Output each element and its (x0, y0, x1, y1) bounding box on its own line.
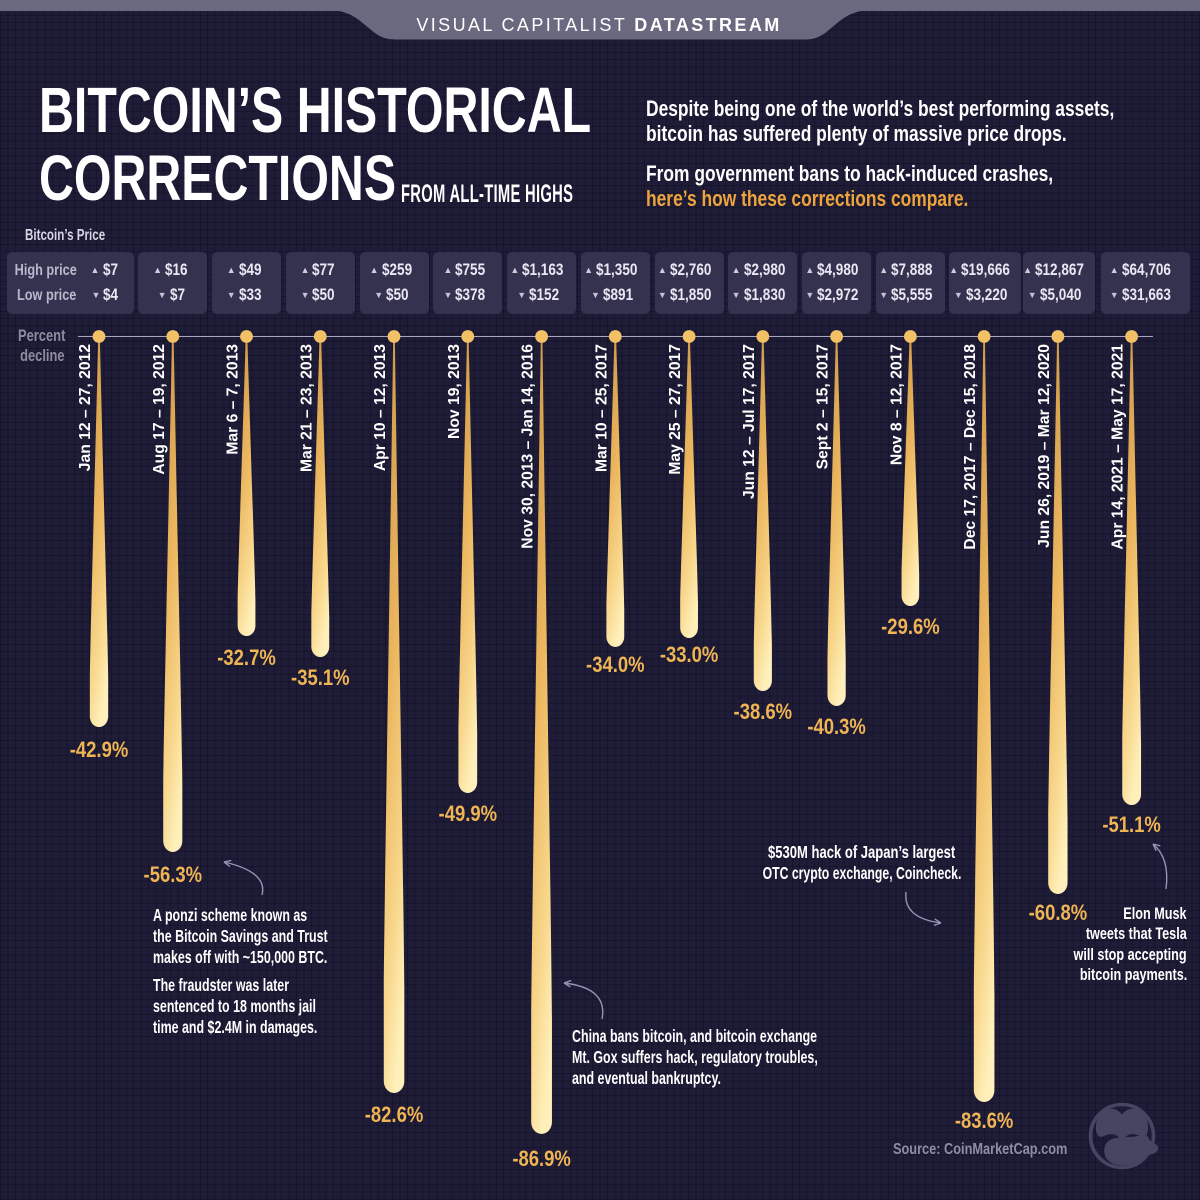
svg-text:-82.6%: -82.6% (365, 1104, 423, 1128)
svg-text:-42.9%: -42.9% (70, 739, 128, 763)
svg-text:Apr 14, 2021 – May 17, 2021: Apr 14, 2021 – May 17, 2021 (1109, 344, 1126, 550)
svg-text:Jan 12 – 27, 2012: Jan 12 – 27, 2012 (77, 344, 94, 471)
svg-text:Dec 17, 2017 – Dec 15, 2018: Dec 17, 2017 – Dec 15, 2018 (962, 344, 979, 550)
svg-text:-29.6%: -29.6% (881, 616, 939, 640)
svg-text:Mar 6 – 7, 2013: Mar 6 – 7, 2013 (224, 344, 241, 455)
svg-text:-35.1%: -35.1% (291, 667, 349, 691)
svg-text:Aug 17 – 19, 2012: Aug 17 – 19, 2012 (151, 344, 168, 475)
svg-text:-34.0%: -34.0% (586, 654, 644, 678)
svg-text:Mar 21 – 23, 2013: Mar 21 – 23, 2013 (298, 344, 315, 472)
svg-text:Nov 19, 2013: Nov 19, 2013 (446, 344, 463, 439)
svg-text:-86.9%: -86.9% (512, 1148, 570, 1172)
svg-text:May 25 – 27, 2017: May 25 – 27, 2017 (667, 344, 684, 475)
svg-text:Nov 30, 2013 – Jan 14, 2016: Nov 30, 2013 – Jan 14, 2016 (519, 344, 536, 549)
svg-text:Jun 12 – Jul 17, 2017: Jun 12 – Jul 17, 2017 (741, 344, 758, 499)
svg-text:-49.9%: -49.9% (439, 803, 497, 827)
svg-text:-83.6%: -83.6% (955, 1110, 1013, 1134)
svg-text:Sept 2 – 15, 2017: Sept 2 – 15, 2017 (814, 344, 831, 470)
svg-text:Nov 8 – 12, 2017: Nov 8 – 12, 2017 (888, 344, 905, 465)
svg-text:-40.3%: -40.3% (807, 716, 865, 740)
svg-text:-56.3%: -56.3% (144, 864, 202, 888)
svg-text:Mar 10 – 25, 2017: Mar 10 – 25, 2017 (593, 344, 610, 472)
svg-text:-32.7%: -32.7% (217, 647, 275, 671)
svg-text:-60.8%: -60.8% (1029, 902, 1087, 926)
svg-text:Apr 10 – 12, 2013: Apr 10 – 12, 2013 (372, 344, 389, 471)
svg-text:-38.6%: -38.6% (734, 701, 792, 725)
svg-text:-51.1%: -51.1% (1102, 814, 1160, 838)
svg-text:-33.0%: -33.0% (660, 644, 718, 668)
svg-text:Jun 26, 2019 – Mar 12, 2020: Jun 26, 2019 – Mar 12, 2020 (1036, 344, 1053, 548)
